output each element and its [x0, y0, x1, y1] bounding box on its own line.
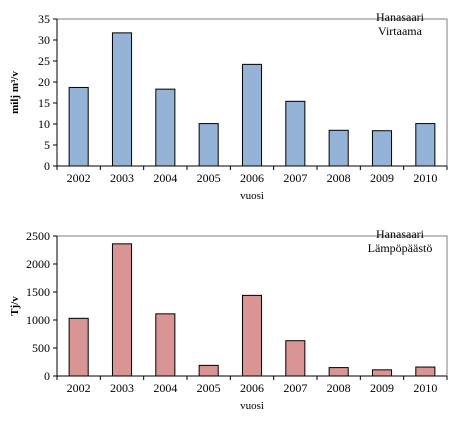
x-tick-label: 2002	[67, 171, 91, 185]
bar-2006	[241, 63, 263, 167]
y-axis-title: milj m³/v	[9, 71, 21, 114]
x-tick-label: 2006	[240, 171, 264, 185]
x-tick-label: 2004	[153, 381, 177, 395]
y-tick-label: 10	[38, 117, 50, 131]
bar-2002	[68, 86, 89, 167]
y-tick-label: 5	[44, 138, 50, 152]
bar-2003	[111, 32, 133, 167]
x-tick-label: 2010	[413, 381, 437, 395]
bar-2005	[198, 123, 219, 167]
chart-title: Hanasaari	[376, 10, 425, 24]
y-tick-label: 20	[38, 75, 50, 89]
bar-2004	[155, 88, 176, 167]
y-tick-label: 2500	[26, 229, 50, 243]
x-tick-label: 2006	[240, 381, 264, 395]
bar-2005	[198, 364, 219, 377]
y-tick-label: 0	[44, 369, 50, 383]
x-tick-label: 2009	[370, 381, 394, 395]
y-tick-label: 1000	[26, 313, 50, 327]
chart-lampopaasto: 0 500 1000 1500 2000 2500 2002 2003 2004 2005 2006…	[9, 227, 448, 412]
y-tick-label: 2000	[26, 257, 50, 271]
x-tick-label: 2005	[197, 381, 221, 395]
bar-2009	[371, 369, 393, 377]
bar-2010	[415, 366, 436, 377]
y-tick-label: 35	[38, 12, 50, 26]
x-tick-label: 2007	[283, 171, 307, 185]
bar-2003	[111, 243, 133, 377]
y-tick-label: 1500	[26, 285, 50, 299]
x-tick-label: 2002	[67, 381, 91, 395]
chart-subtitle: Lämpöpäästö	[368, 241, 433, 255]
x-tick-label: 2009	[370, 171, 394, 185]
y-tick-label: 500	[32, 341, 50, 355]
bar-2008	[328, 129, 349, 167]
x-tick-label: 2004	[153, 171, 177, 185]
bar-2004	[155, 313, 176, 377]
bar-2007	[285, 340, 306, 377]
y-tick-label: 25	[38, 54, 50, 68]
y-axis-title: Tj/v	[9, 296, 21, 316]
bar-2008	[328, 367, 349, 377]
bar-2007	[285, 100, 306, 167]
x-tick-label: 2008	[327, 381, 351, 395]
chart-title: Hanasaari	[376, 227, 425, 241]
x-tick-label: 2008	[327, 171, 351, 185]
y-tick-label: 15	[38, 96, 50, 110]
x-axis-title: vuosi	[240, 400, 264, 412]
bar-2002	[68, 317, 89, 377]
bar-2009	[371, 130, 393, 167]
x-tick-label: 2010	[413, 171, 437, 185]
bar-2010	[415, 123, 436, 167]
chart-virtaama: 0 5 10 15 20 25 30 35 2002 2003 2004 2005 2006 2007 20…	[9, 10, 448, 202]
x-axis-title: vuosi	[240, 190, 264, 202]
x-tick-label: 2007	[283, 381, 307, 395]
x-tick-label: 2003	[110, 381, 134, 395]
y-tick-label: 0	[44, 159, 50, 173]
chart-subtitle: Virtaama	[378, 24, 423, 38]
y-tick-label: 30	[38, 33, 50, 47]
x-tick-label: 2003	[110, 171, 134, 185]
x-tick-label: 2005	[197, 171, 221, 185]
bar-2006	[241, 294, 263, 377]
